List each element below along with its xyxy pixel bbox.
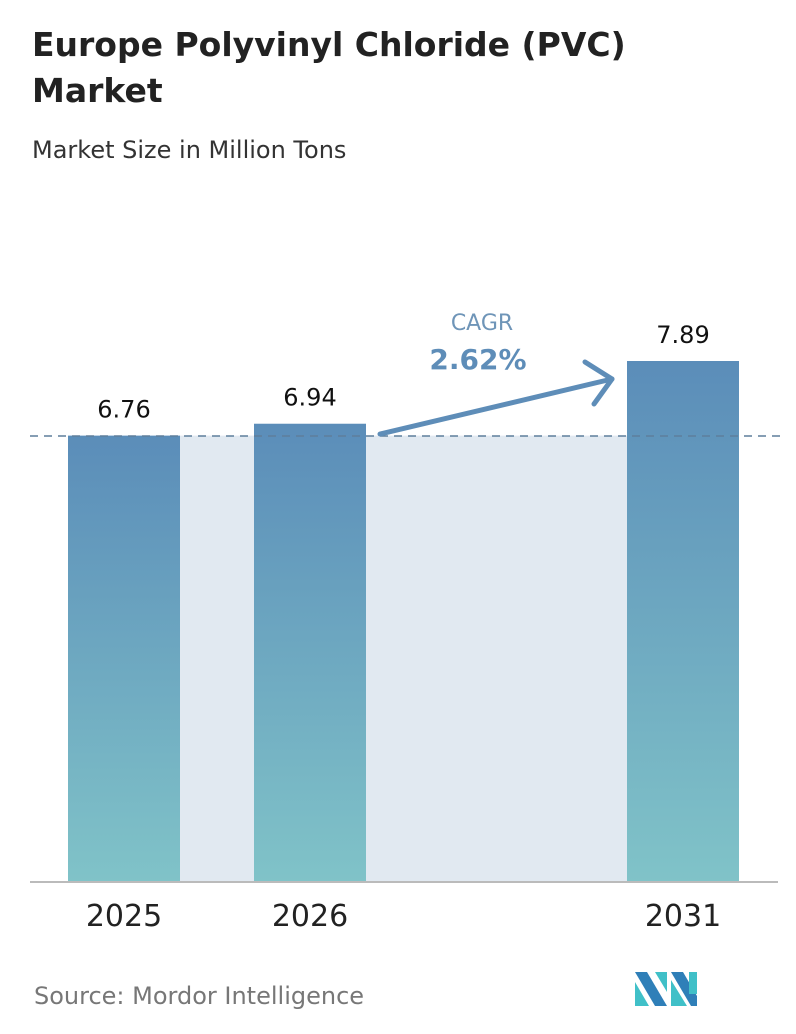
cagr-value: 2.62% [429, 343, 526, 376]
data-label-2031: 7.89 [656, 321, 709, 349]
bar-2026 [254, 423, 366, 882]
bar-2031 [627, 361, 739, 882]
shaded-band [180, 435, 627, 882]
data-label-2026: 6.94 [283, 384, 336, 412]
x-tick-label-2026: 2026 [272, 899, 348, 934]
x-tick-label-2025: 2025 [86, 899, 162, 934]
cagr-label: CAGR [451, 311, 513, 336]
chart-subtitle: Market Size in Million Tons [32, 136, 347, 164]
chart-title: Europe Polyvinyl Chloride (PVC) Market [32, 25, 626, 110]
cagr-arrow [377, 359, 615, 437]
x-tick-label-2031: 2031 [645, 899, 721, 934]
mordor-logo [635, 972, 697, 1006]
bar-2025 [68, 435, 180, 882]
data-label-2025: 6.76 [97, 396, 150, 424]
source-note: Source: Mordor Intelligence [34, 982, 365, 1010]
